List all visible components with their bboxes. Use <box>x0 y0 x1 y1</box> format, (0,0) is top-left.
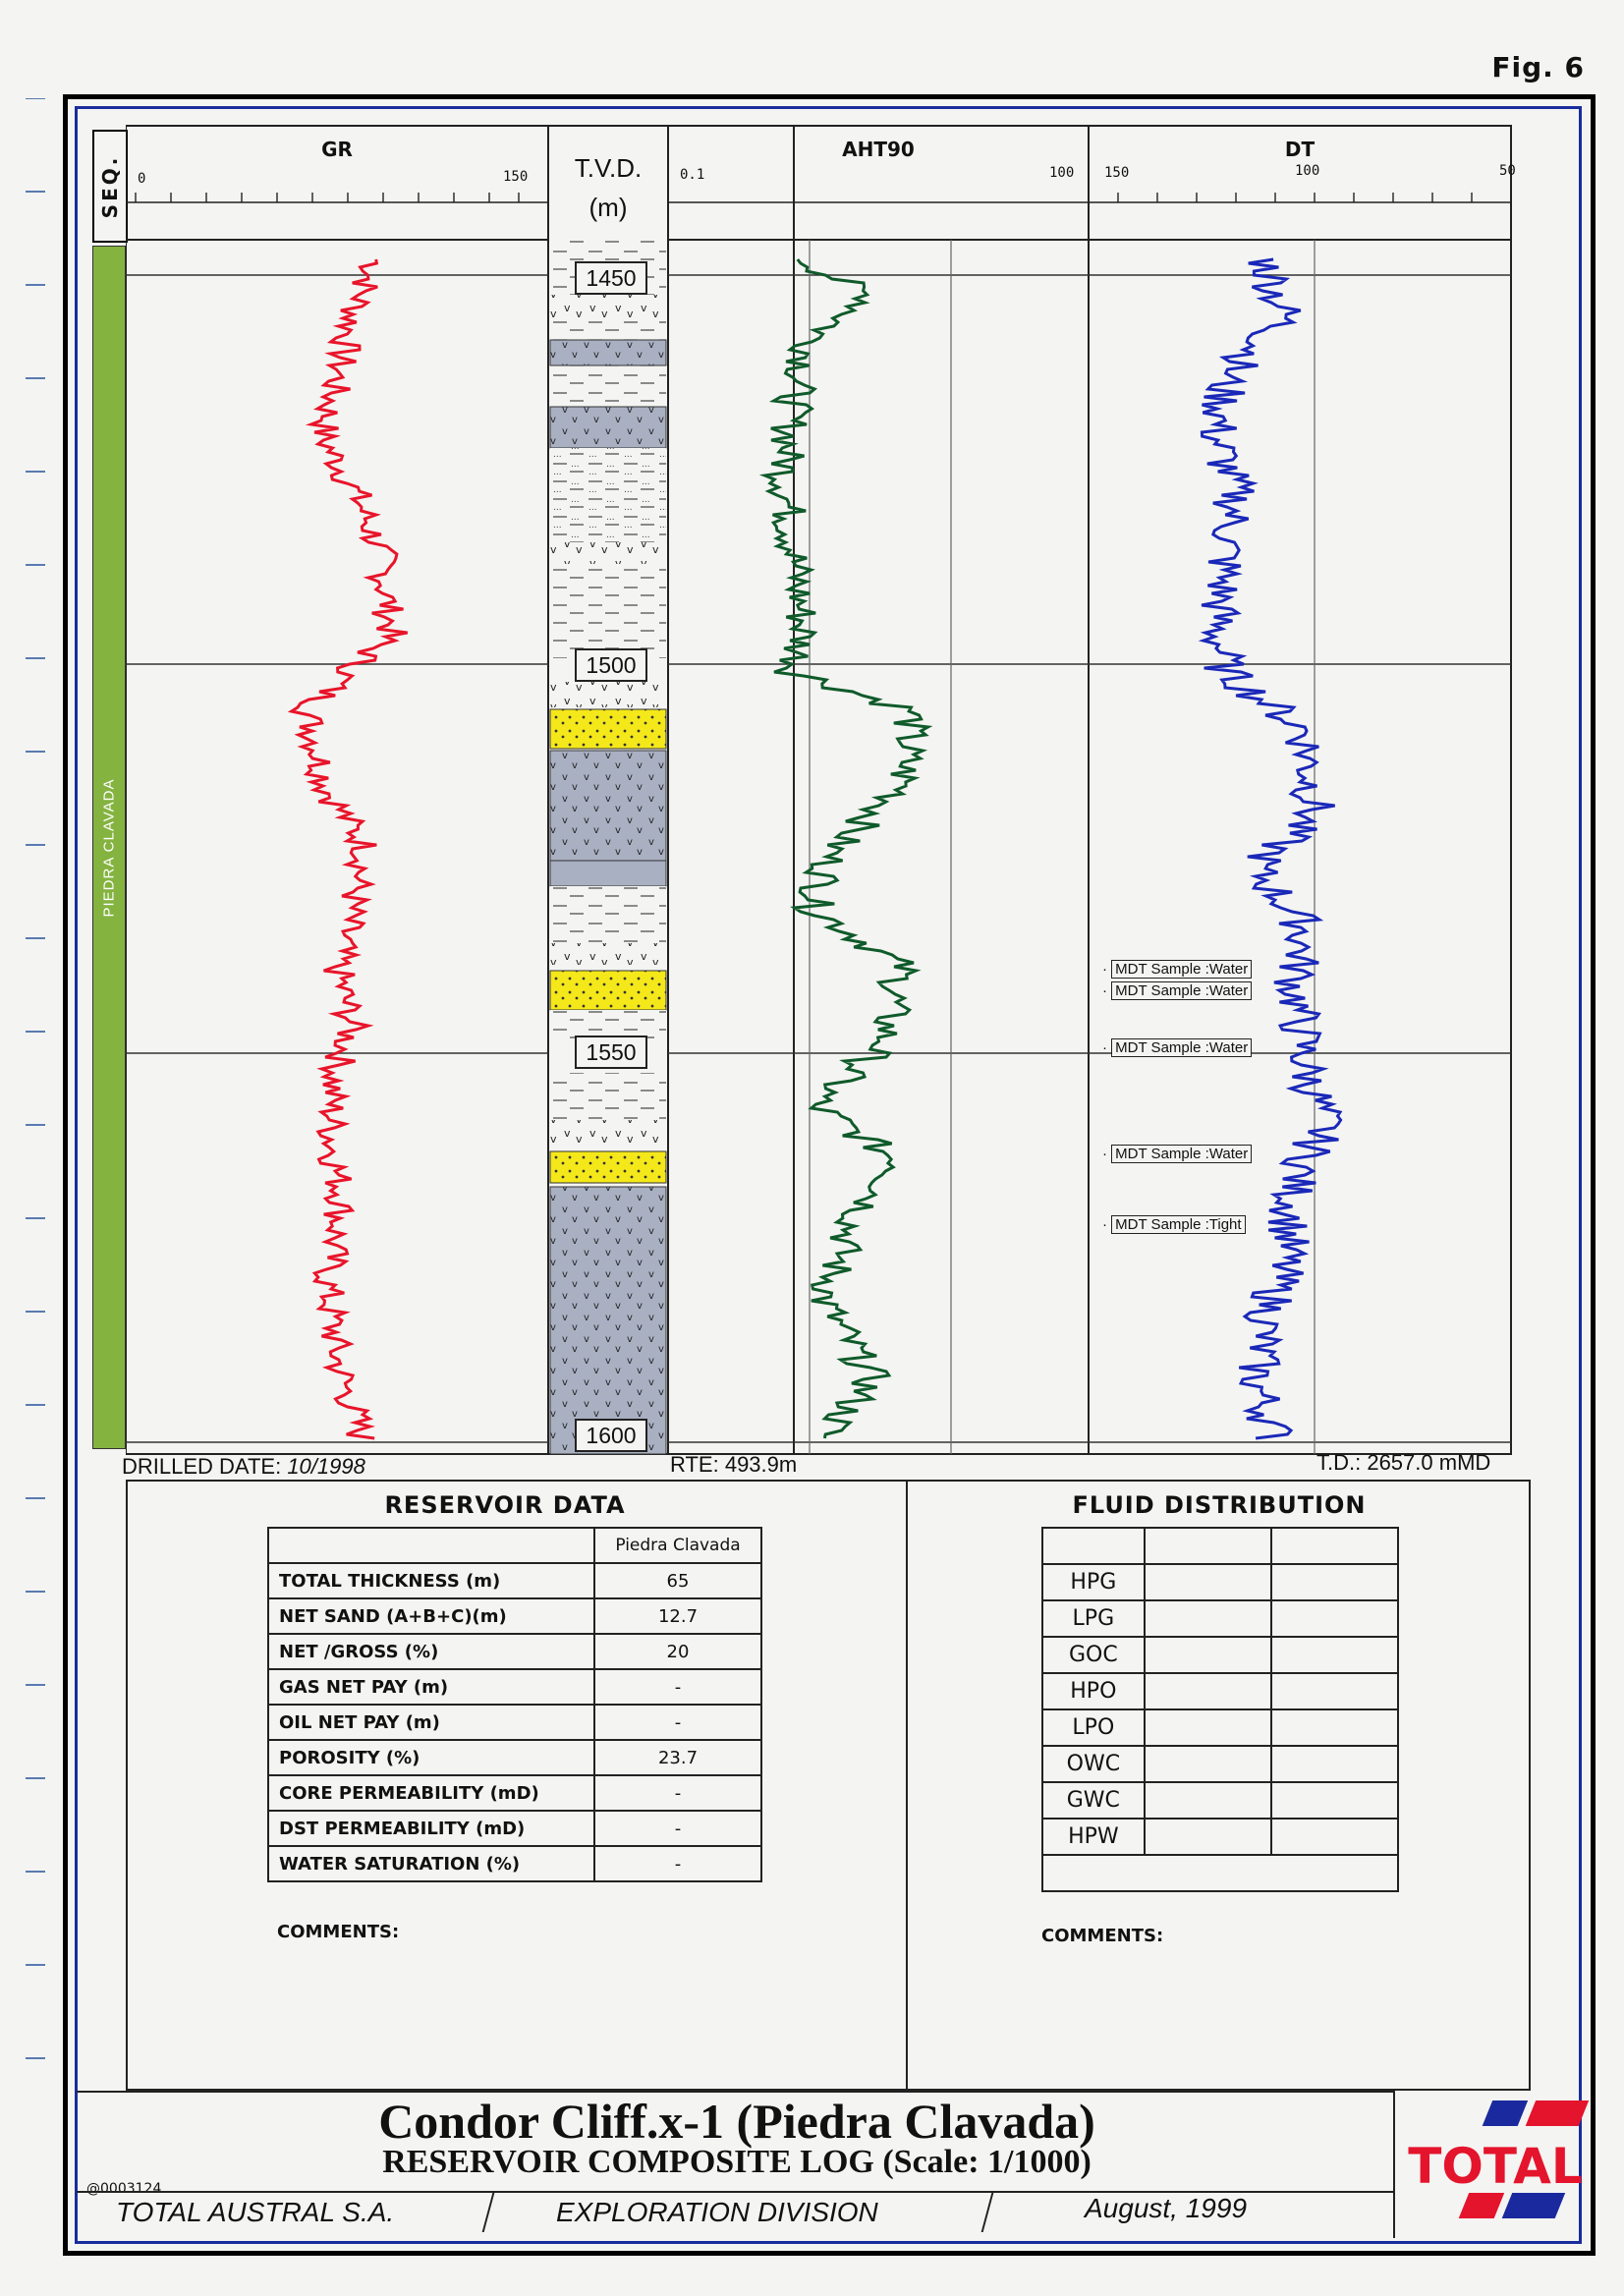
table-row: GWC <box>1041 1781 1400 1820</box>
bottom-rule <box>77 2191 1393 2193</box>
dt-scale-max: 50 <box>1499 163 1516 179</box>
aht90-scale-max: 100 <box>1049 165 1075 181</box>
table-row: LPO <box>1041 1708 1400 1747</box>
dt-curve <box>1198 257 1343 1440</box>
logo-text: TOTAL <box>1408 2138 1582 2195</box>
inner-frame <box>75 106 1582 2244</box>
table-row: POROSITY (%) 23.7 <box>267 1739 762 1776</box>
sequence-name: PIEDRA CLAVADA <box>100 778 118 917</box>
table-row: GOC <box>1041 1636 1400 1674</box>
seq-header: SEQ. <box>92 130 128 243</box>
reservoir-comments-label: COMMENTS: <box>277 1922 400 1942</box>
sequence-bar: PIEDRA CLAVADA <box>92 246 126 1449</box>
mdt-sample-label: · MDT Sample :Water <box>1102 1145 1253 1163</box>
drilled-date: DRILLED DATE: 10/1998 <box>122 1454 365 1479</box>
mdt-sample-label: · MDT Sample :Water <box>1102 960 1253 979</box>
table-row: DST PERMEABILITY (mD) - <box>267 1810 762 1847</box>
table-row: NET /GROSS (%) 20 <box>267 1633 762 1670</box>
panel-divider <box>906 1480 908 2091</box>
title-block-rule <box>77 2091 1393 2093</box>
table-row: OIL NET PAY (m) - <box>267 1704 762 1741</box>
mdt-sample-label: · MDT Sample :Water <box>1102 1038 1253 1057</box>
gr-scale-max: 150 <box>503 169 529 185</box>
reservoir-data-title: RESERVOIR DATA <box>384 1491 626 1519</box>
gr-curve <box>287 258 408 1440</box>
depth-label: 1600 <box>575 1419 647 1452</box>
document-subtitle: RESERVOIR COMPOSITE LOG (Scale: 1/1000) <box>382 2144 1092 2180</box>
table-row: HPO <box>1041 1672 1400 1710</box>
aht90-curve <box>758 258 933 1439</box>
table-row: NET SAND (A+B+C)(m) 12.7 <box>267 1597 762 1635</box>
gr-header: GR <box>321 138 353 161</box>
outer-frame <box>63 94 1596 2256</box>
log-area: v v v v ... ... <box>126 125 1512 1455</box>
depth-label: 1450 <box>575 261 647 295</box>
dt-scale-min: 150 <box>1104 165 1130 181</box>
table-row: TOTAL THICKNESS (m) 65 <box>267 1562 762 1599</box>
table-row: OWC <box>1041 1745 1400 1783</box>
mdt-sample-label: · MDT Sample :Water <box>1102 981 1253 1000</box>
margin-ticks <box>26 98 45 2059</box>
table-row: HPG <box>1041 1563 1400 1601</box>
table-row: CORE PERMEABILITY (mD) - <box>267 1774 762 1812</box>
fluid-comments-label: COMMENTS: <box>1041 1926 1164 1946</box>
fluid-distribution-title: FLUID DISTRIBUTION <box>1072 1491 1367 1519</box>
reservoir-data-table: Piedra Clavada TOTAL THICKNESS (m) 65 NET… <box>267 1527 762 1882</box>
fluid-distribution-table: HPG LPG GOC HPO LPO OWC GWC HPW <box>1041 1527 1400 1892</box>
rte-value: RTE: 493.9m <box>670 1452 798 1477</box>
table-row: LPG <box>1041 1599 1400 1638</box>
aht90-track <box>667 125 1090 1455</box>
tvd-unit: (m) <box>588 193 628 222</box>
division-name: EXPLORATION DIVISION <box>556 2197 878 2227</box>
mdt-sample-label: · MDT Sample :Tight <box>1102 1215 1246 1234</box>
data-panels <box>126 1480 1531 2091</box>
document-date: August, 1999 <box>1085 2193 1248 2223</box>
tvd-header: T.V.D. <box>574 153 643 183</box>
lithology-column <box>549 240 667 1455</box>
column-header: Piedra Clavada <box>593 1527 762 1564</box>
seq-label: SEQ. <box>98 154 122 218</box>
dt-header: DT <box>1284 138 1316 161</box>
figure-label: Fig. 6 <box>1491 51 1585 84</box>
depth-label: 1500 <box>575 648 647 682</box>
table-row: WATER SATURATION (%) - <box>267 1845 762 1882</box>
aht90-header: AHT90 <box>842 138 915 161</box>
document-title: Condor Cliff.x-1 (Piedra Clavada) <box>378 2094 1095 2149</box>
dt-scale-mid: 100 <box>1295 163 1320 179</box>
document-id: @0003124 <box>86 2181 162 2197</box>
gr-scale-min: 0 <box>138 171 146 187</box>
table-row: HPW <box>1041 1818 1400 1856</box>
total-logo: TOTAL <box>1408 2100 1590 2218</box>
aht90-scale-min: 0.1 <box>680 167 705 183</box>
dt-track <box>1088 125 1512 1455</box>
total-depth: T.D.: 2657.0 mMD <box>1316 1450 1491 1475</box>
table-row: GAS NET PAY (m) - <box>267 1668 762 1706</box>
company-name: TOTAL AUSTRAL S.A. <box>116 2197 395 2227</box>
depth-label: 1550 <box>575 1036 647 1069</box>
title-block-divider <box>1393 2091 1395 2238</box>
